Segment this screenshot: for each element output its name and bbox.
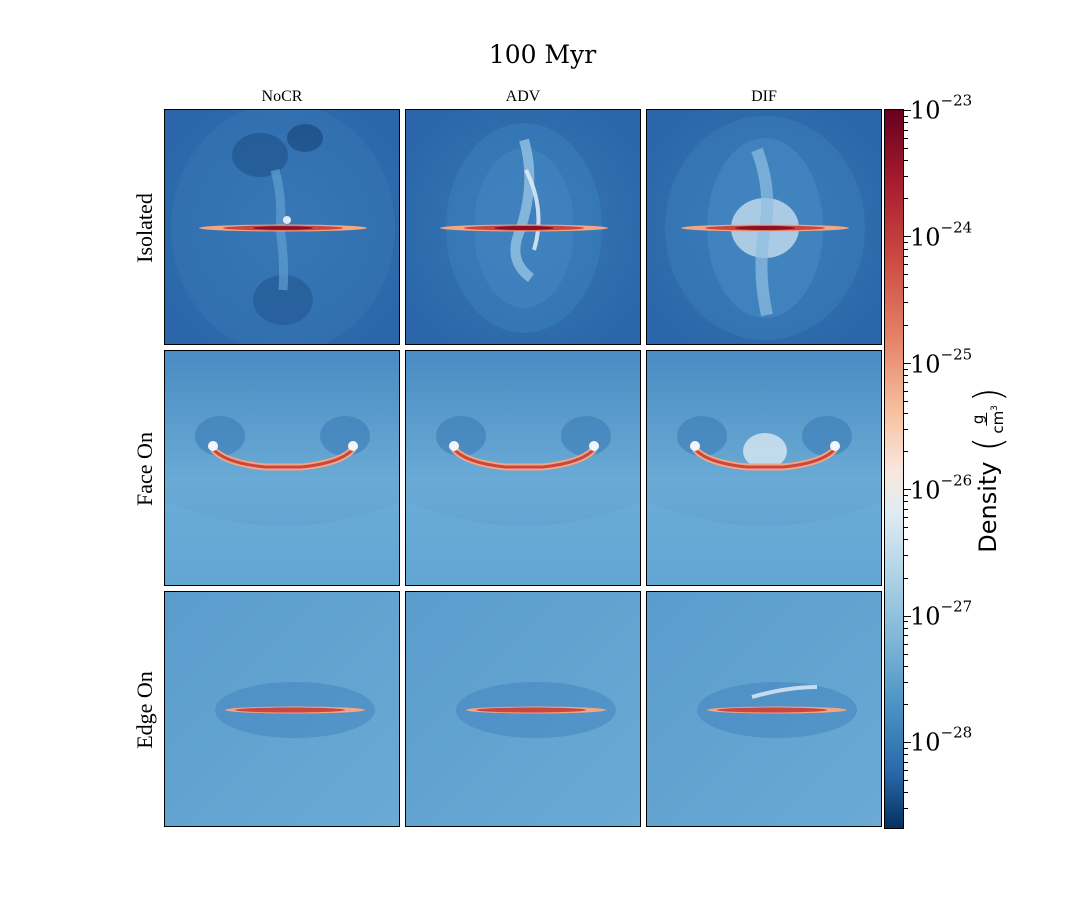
colorbar-minor-tick	[904, 248, 908, 250]
units-denominator-power: 3	[990, 405, 1000, 411]
colorbar-minor-tick	[904, 517, 908, 519]
colorbar-label: Density	[974, 461, 1002, 553]
colorbar-minor-tick	[904, 160, 908, 162]
colorbar-minor-tick	[904, 780, 908, 782]
colorbar-major-tick	[904, 236, 911, 238]
colorbar-minor-tick	[904, 368, 908, 370]
colorbar-minor-tick	[904, 501, 908, 503]
colorbar-minor-tick	[904, 653, 908, 655]
colorbar-minor-tick	[904, 508, 908, 510]
panel-face-on-nocr	[164, 350, 400, 586]
colorbar-minor-tick	[904, 635, 908, 637]
colorbar-major-tick	[904, 362, 911, 364]
colorbar-minor-tick	[904, 761, 908, 763]
colorbar-minor-tick	[904, 703, 908, 705]
colorbar-minor-tick	[904, 770, 908, 772]
colorbar-tick-label: 10−27	[910, 597, 973, 631]
colorbar-minor-tick	[904, 198, 908, 200]
colorbar-minor-tick	[904, 242, 908, 244]
colorbar-major-tick	[904, 489, 911, 491]
colorbar-minor-tick	[904, 255, 908, 257]
colorbar-minor-tick	[904, 555, 908, 557]
colorbar-minor-tick	[904, 808, 908, 810]
colorbar-minor-tick	[904, 390, 908, 392]
colorbar-minor-tick	[904, 451, 908, 453]
colorbar-minor-tick	[904, 665, 908, 667]
units-numerator: g	[969, 412, 987, 427]
panel-isolated-nocr	[164, 109, 400, 345]
colorbar-minor-tick	[904, 129, 908, 131]
panel-isolated-dif	[646, 109, 882, 345]
panel-face-on-adv	[405, 350, 641, 586]
colorbar-major-tick	[904, 110, 911, 111]
colorbar-tick-label: 10−26	[910, 471, 973, 505]
colorbar-minor-tick	[904, 681, 908, 683]
colorbar-major-tick	[904, 615, 911, 617]
colorbar-minor-tick	[904, 621, 908, 623]
colorbar-minor-tick	[904, 643, 908, 645]
figure-title: 100 Myr	[488, 40, 597, 69]
panel-isolated-adv	[405, 109, 641, 345]
panel-edge-on-nocr	[164, 591, 400, 827]
column-label-nocr: NoCR	[261, 88, 303, 105]
colorbar-units: ( g cm3 )	[966, 387, 1010, 452]
panel-edge-on-adv	[405, 591, 641, 827]
colorbar-minor-tick	[904, 627, 908, 629]
panel-edge-on-dif	[646, 591, 882, 827]
colorbar-minor-tick	[904, 413, 908, 415]
colorbar-minor-tick	[904, 428, 908, 430]
colorbar-minor-tick	[904, 324, 908, 326]
colorbar-minor-tick	[904, 577, 908, 579]
colorbar-minor-tick	[904, 138, 908, 140]
colorbar-minor-tick	[904, 176, 908, 178]
colorbar-minor-tick	[904, 286, 908, 288]
colorbar-minor-tick	[904, 400, 908, 402]
colorbar-minor-tick	[904, 494, 908, 496]
row-label-isolated: Isolated	[132, 193, 157, 263]
colorbar-tick-label: 10−25	[910, 345, 973, 379]
colorbar-minor-tick	[904, 274, 908, 276]
colorbar-tick-label: 10−24	[910, 218, 973, 252]
colorbar-minor-tick	[904, 747, 908, 749]
colorbar-tick-label: 10−28	[910, 723, 973, 757]
colorbar-minor-tick	[904, 115, 908, 117]
colorbar-major-tick	[904, 742, 911, 743]
colorbar-minor-tick	[904, 382, 908, 384]
panel-face-on-dif	[646, 350, 882, 586]
colorbar-minor-tick	[904, 375, 908, 377]
column-label-dif: DIF	[751, 88, 777, 105]
colorbar	[884, 109, 904, 829]
colorbar-minor-tick	[904, 527, 908, 529]
column-label-adv: ADV	[505, 88, 541, 105]
row-label-edge-on: Edge On	[132, 671, 157, 749]
colorbar-minor-tick	[904, 148, 908, 150]
colorbar-minor-tick	[904, 264, 908, 266]
colorbar-minor-tick	[904, 539, 908, 541]
colorbar-tick-label: 10−23	[910, 91, 973, 125]
colorbar-minor-tick	[904, 792, 908, 794]
colorbar-minor-tick	[904, 302, 908, 304]
colorbar-title: Density ( g cm3 )	[966, 387, 1010, 553]
colorbar-minor-tick	[904, 754, 908, 756]
units-denominator: cm	[989, 410, 1007, 434]
row-label-face-on: Face On	[132, 432, 157, 506]
colorbar-minor-tick	[904, 122, 908, 124]
